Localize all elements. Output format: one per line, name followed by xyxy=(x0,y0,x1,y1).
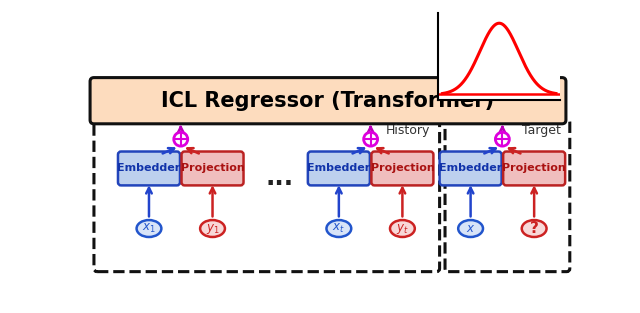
Ellipse shape xyxy=(522,220,547,237)
Text: ?: ? xyxy=(530,221,539,236)
Ellipse shape xyxy=(326,220,351,237)
FancyBboxPatch shape xyxy=(118,151,180,185)
Text: Target: Target xyxy=(522,124,561,137)
Ellipse shape xyxy=(200,220,225,237)
Text: History: History xyxy=(386,124,430,137)
FancyBboxPatch shape xyxy=(503,151,565,185)
FancyBboxPatch shape xyxy=(182,151,244,185)
Text: Embedder: Embedder xyxy=(439,163,502,173)
Ellipse shape xyxy=(458,220,483,237)
Text: Embedder: Embedder xyxy=(307,163,371,173)
FancyBboxPatch shape xyxy=(308,151,370,185)
Circle shape xyxy=(495,132,509,146)
Text: $x$: $x$ xyxy=(466,222,476,235)
Text: ...: ... xyxy=(266,166,294,190)
Text: $y_{t}$: $y_{t}$ xyxy=(396,222,409,235)
Circle shape xyxy=(364,132,378,146)
FancyBboxPatch shape xyxy=(440,151,502,185)
FancyBboxPatch shape xyxy=(90,78,566,124)
Text: ICL Regressor (Transformer): ICL Regressor (Transformer) xyxy=(161,91,495,111)
Text: $x_{t}$: $x_{t}$ xyxy=(332,222,345,235)
FancyBboxPatch shape xyxy=(371,151,433,185)
Text: Projection: Projection xyxy=(180,163,244,173)
Text: Embedder: Embedder xyxy=(117,163,180,173)
Ellipse shape xyxy=(390,220,415,237)
Text: $y_{1}$: $y_{1}$ xyxy=(205,222,220,235)
Text: Projection: Projection xyxy=(371,163,435,173)
Circle shape xyxy=(174,132,188,146)
Text: Projection: Projection xyxy=(502,163,566,173)
Text: $x_{1}$: $x_{1}$ xyxy=(142,222,156,235)
Ellipse shape xyxy=(136,220,161,237)
